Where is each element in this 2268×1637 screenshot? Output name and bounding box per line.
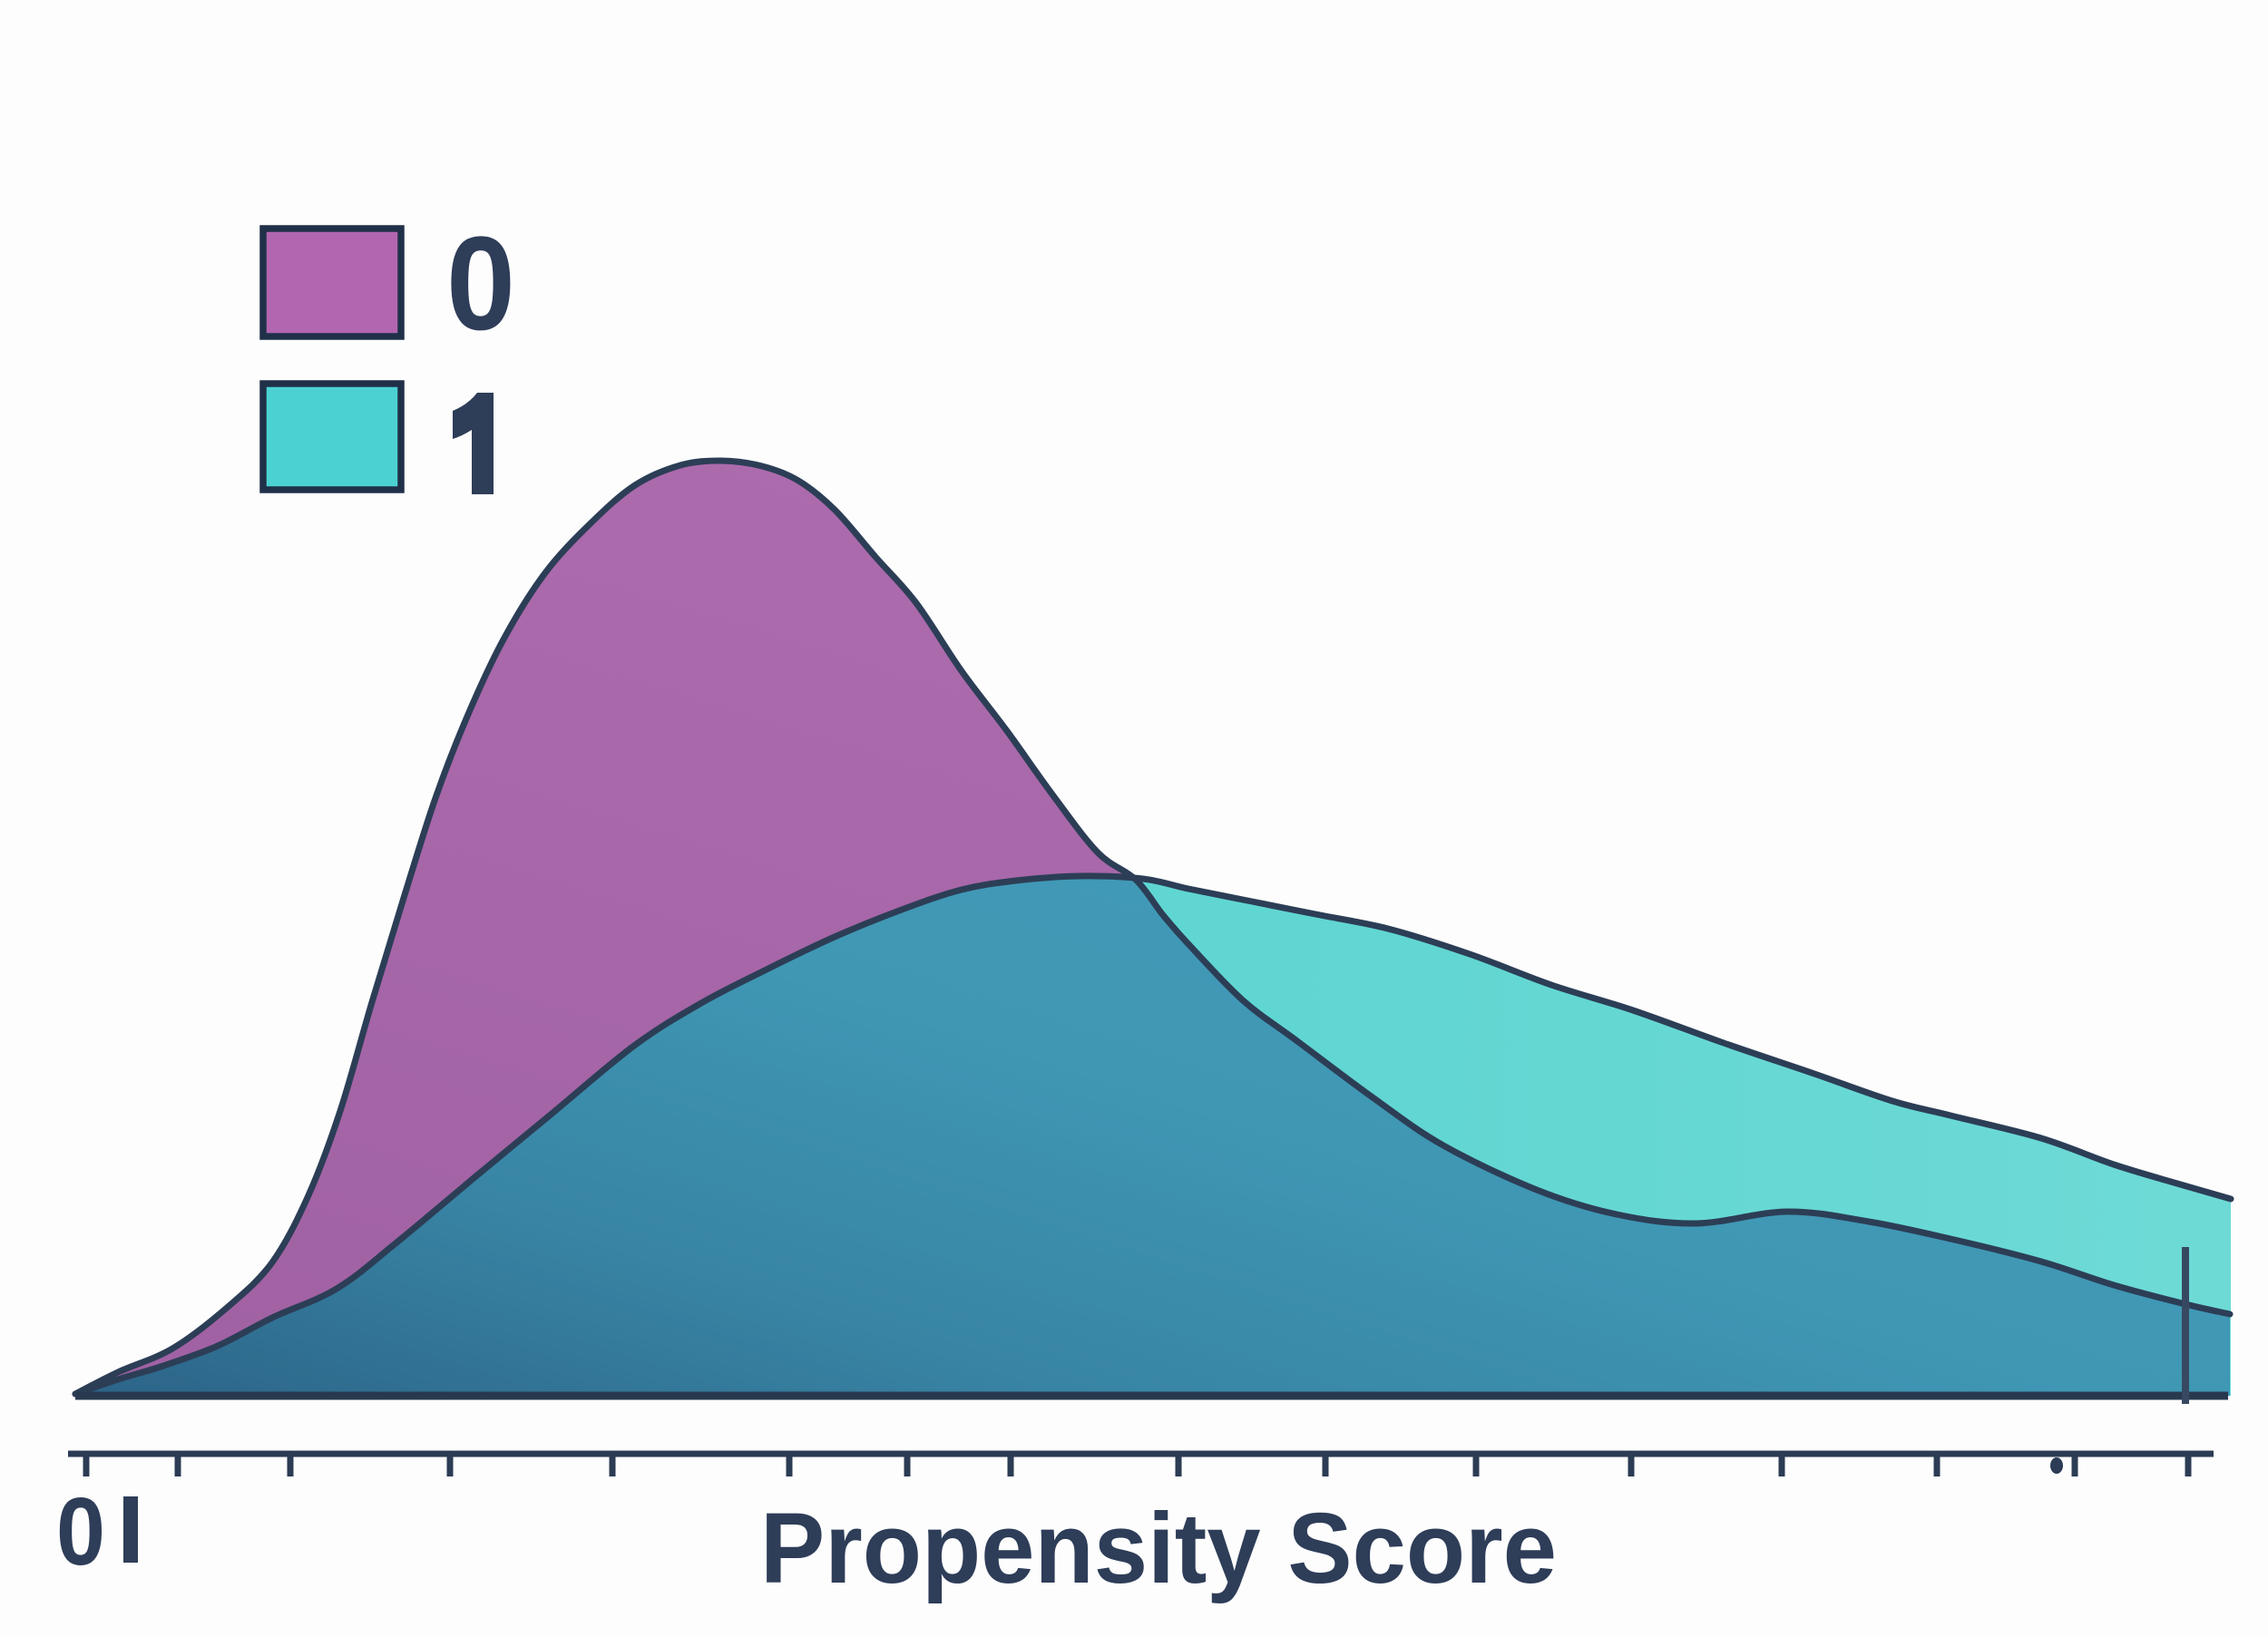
- svg-text:0: 0: [56, 1478, 105, 1585]
- svg-text:Propensity Score: Propensity Score: [760, 1493, 1557, 1604]
- svg-text:0: 0: [446, 209, 515, 358]
